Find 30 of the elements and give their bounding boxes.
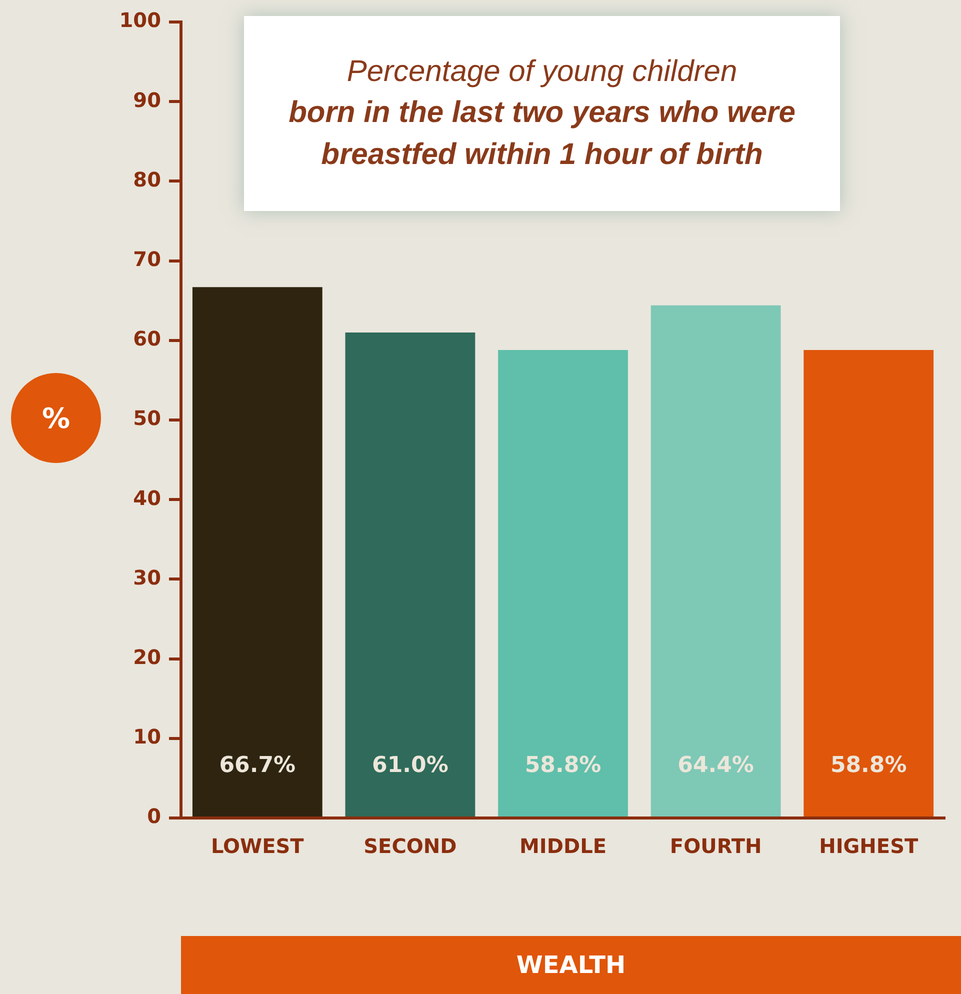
bar <box>192 287 322 816</box>
y-tick-label: 0 <box>147 804 161 828</box>
data-label: 58.8% <box>524 753 602 778</box>
y-tick-label: 90 <box>133 88 161 112</box>
y-tick-label: 40 <box>133 486 161 510</box>
data-label: 66.7% <box>219 753 296 778</box>
text: born in the last two years who were breastfed within 1 hour of birth <box>288 94 796 172</box>
data-label: 64.4% <box>678 753 754 778</box>
y-axis-title: % <box>11 373 101 463</box>
y-tick-label: 10 <box>133 724 161 749</box>
y-tick-label: 20 <box>133 645 161 670</box>
data-label: 58.8% <box>830 753 907 778</box>
x-tick-label: HIGHEST <box>819 834 918 858</box>
x-tick-label: MIDDLE <box>520 834 606 858</box>
x-tick-label: FOURTH <box>670 834 762 858</box>
text: Percentage of young children <box>346 54 738 90</box>
y-tick-label: 30 <box>133 565 161 590</box>
y-tick-label: 80 <box>133 167 161 192</box>
bar <box>498 350 628 816</box>
bar <box>345 332 476 816</box>
y-tick-label: 50 <box>133 406 161 430</box>
x-tick-label: LOWEST <box>210 834 304 858</box>
x-tick-label: SECOND <box>364 834 457 858</box>
bar <box>650 305 781 816</box>
y-tick-label: 70 <box>133 247 161 272</box>
data-label: 61.0% <box>372 753 448 778</box>
y-tick-label: 60 <box>133 326 161 351</box>
y-tick-label: 100 <box>119 8 161 32</box>
bar <box>804 350 934 816</box>
x-axis-title: WEALTH <box>181 936 961 994</box>
